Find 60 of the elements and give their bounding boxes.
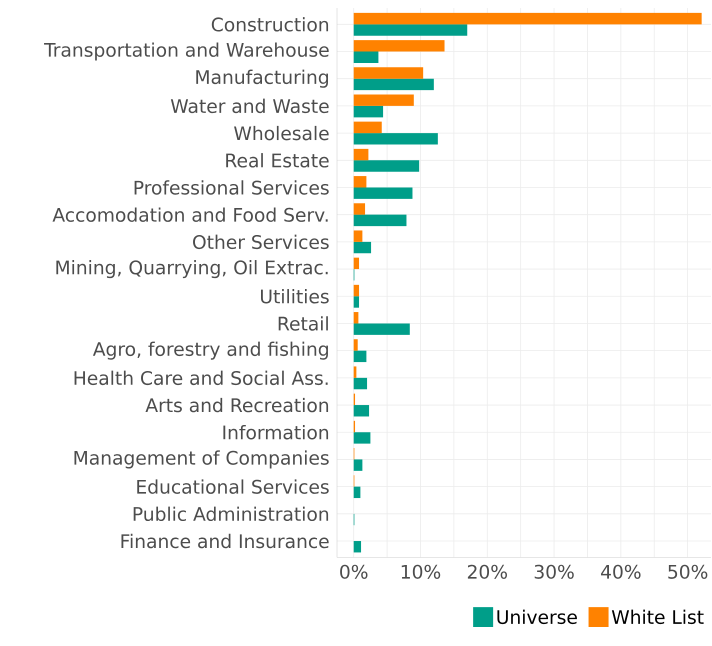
- x-tick-label: 10%: [402, 564, 440, 579]
- bar: [354, 432, 370, 444]
- bar: [354, 339, 358, 351]
- x-tick-label: 30%: [534, 564, 574, 579]
- bar: [354, 486, 360, 498]
- bar: [354, 122, 382, 134]
- bar: [354, 12, 702, 24]
- bar: [354, 230, 362, 242]
- bar: [354, 242, 372, 254]
- y-tick-label: Utilities: [261, 289, 329, 304]
- y-tick-label: Public Administration: [134, 506, 328, 522]
- bar: [354, 405, 370, 416]
- legend-label: Universe: [497, 610, 577, 624]
- bar: [354, 94, 414, 106]
- bar: [354, 459, 362, 471]
- bar: [354, 176, 366, 188]
- bar: [354, 323, 410, 335]
- bar: [354, 258, 360, 270]
- y-tick-label: Other Services: [193, 234, 329, 250]
- bar: [354, 541, 362, 552]
- x-tick-label: 40%: [601, 564, 641, 579]
- y-tick-label: Arts and Recreation: [145, 398, 328, 412]
- x-tick-label: 20%: [468, 564, 507, 579]
- bar: [354, 160, 420, 172]
- bar: [354, 296, 360, 308]
- bar: [354, 284, 360, 296]
- y-tick-label: Real Estate: [226, 153, 329, 168]
- bar: [354, 40, 445, 52]
- y-tick-label: Agro, forestry and fishing: [92, 342, 328, 360]
- x-tick-label: 50%: [668, 564, 708, 579]
- y-tick-label: Manufacturing: [196, 70, 328, 88]
- y-tick-label: Finance and Insurance: [121, 534, 329, 548]
- bar: [354, 133, 438, 145]
- y-tick-label: Water and Waste: [170, 98, 329, 114]
- bar: [354, 67, 424, 79]
- bar: [354, 24, 468, 36]
- y-tick-label: Educational Services: [137, 479, 329, 494]
- y-tick-label: Management of Companies: [74, 450, 329, 468]
- bar: [354, 350, 366, 362]
- y-tick-label: Transportation and Warehouse: [44, 42, 329, 61]
- y-tick-label: Wholesale: [234, 126, 329, 140]
- y-tick-label: Mining, Quarrying, Oil Extrac.: [56, 260, 328, 278]
- y-tick-label: Accomodation and Food Serv.: [52, 207, 328, 222]
- bar: [354, 203, 366, 215]
- y-tick-label: Information: [223, 425, 328, 440]
- legend-label: White List: [612, 610, 704, 624]
- y-tick-label: Construction: [212, 17, 328, 32]
- bar: [354, 187, 412, 199]
- bar: [354, 52, 378, 63]
- bar: [354, 78, 434, 90]
- bar: [354, 214, 406, 226]
- y-tick-label: Retail: [278, 316, 328, 331]
- bar: [354, 106, 384, 118]
- bar: [354, 148, 368, 160]
- bar: [354, 366, 356, 378]
- bar: [354, 378, 368, 390]
- bar: [354, 312, 358, 324]
- y-tick-label: Professional Services: [134, 180, 329, 195]
- x-tick-label: 0%: [340, 564, 368, 579]
- y-tick-label: Health Care and Social Ass.: [74, 370, 328, 386]
